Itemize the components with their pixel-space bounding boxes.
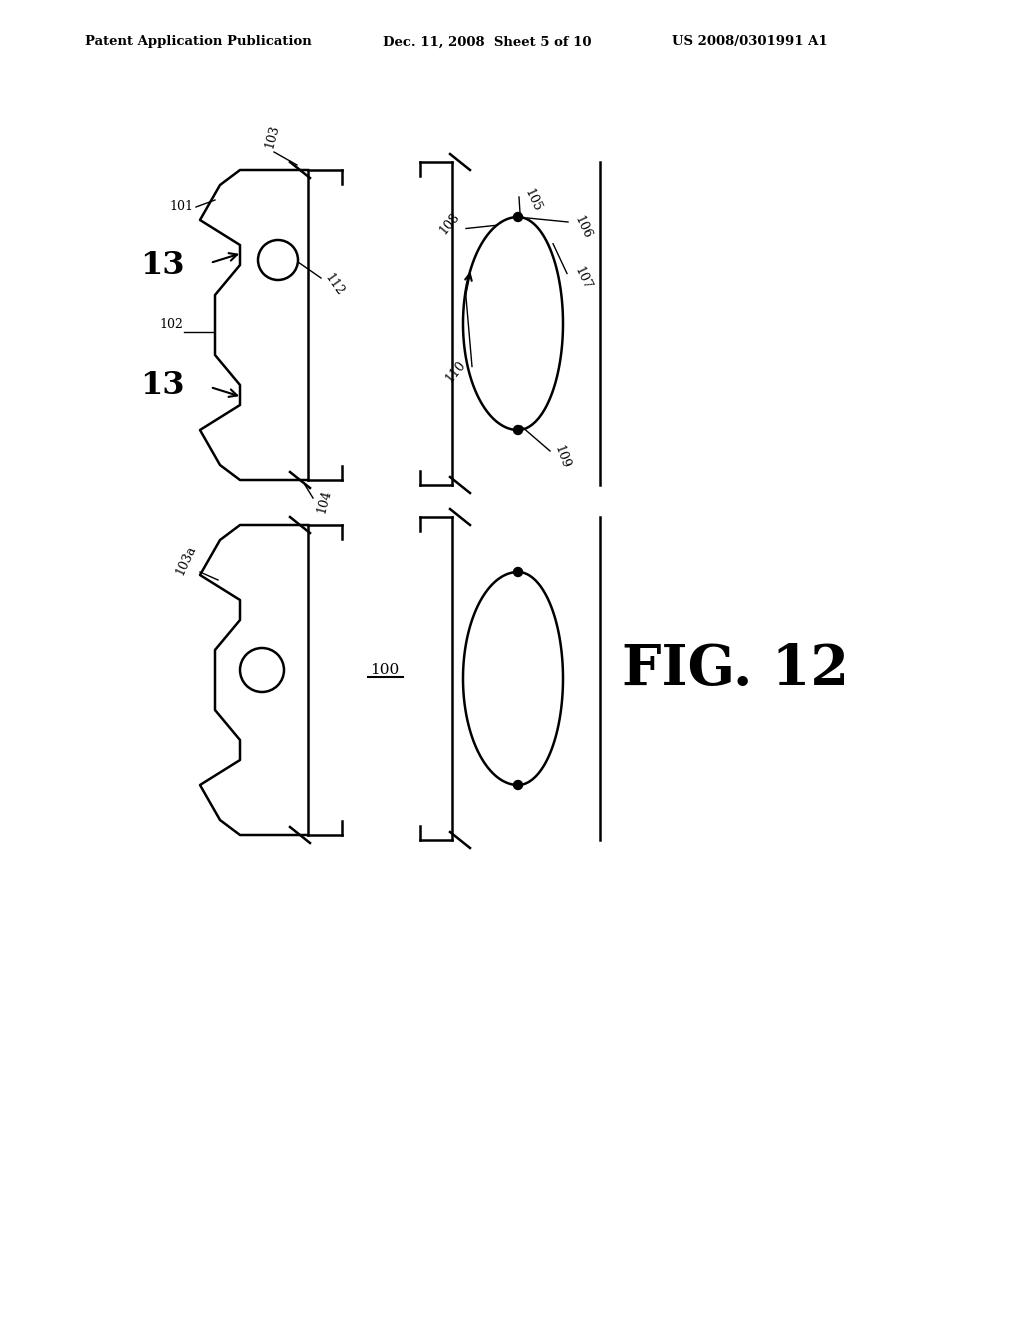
Text: 112: 112 [322,272,346,298]
Text: 13: 13 [140,249,185,281]
Text: 101: 101 [169,201,193,214]
Text: 102: 102 [159,318,183,331]
Circle shape [513,213,522,222]
Text: 103: 103 [262,124,282,150]
Text: 107: 107 [572,265,594,292]
Text: 100: 100 [371,663,399,677]
Circle shape [513,780,522,789]
Circle shape [513,425,522,434]
Text: 109: 109 [552,444,572,470]
Text: 103a: 103a [173,543,198,577]
Text: 105: 105 [522,186,544,214]
Text: Dec. 11, 2008  Sheet 5 of 10: Dec. 11, 2008 Sheet 5 of 10 [383,36,592,49]
Text: 110: 110 [442,358,468,385]
Text: FIG. 12: FIG. 12 [622,643,849,697]
Text: US 2008/0301991 A1: US 2008/0301991 A1 [672,36,827,49]
Text: 104: 104 [315,488,334,515]
Text: 13: 13 [140,370,185,400]
Text: 108: 108 [436,210,462,236]
Circle shape [513,568,522,577]
Text: Patent Application Publication: Patent Application Publication [85,36,311,49]
Text: 106: 106 [572,214,594,240]
